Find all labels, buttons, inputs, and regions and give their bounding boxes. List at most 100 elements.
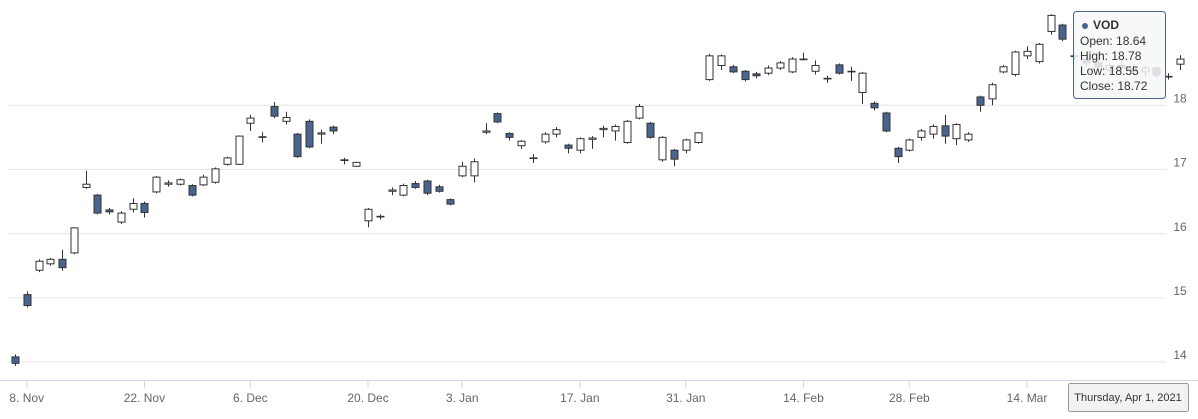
candle-body: [870, 102, 879, 109]
candle-body: [529, 157, 538, 160]
x-tick-label: 6. Dec: [233, 391, 268, 405]
candle-body: [235, 135, 244, 165]
tooltip-dot: [1082, 23, 1088, 29]
candle-body: [811, 64, 820, 72]
candle-body: [847, 70, 856, 73]
candle-body: [376, 215, 385, 218]
candle-body: [317, 132, 326, 135]
candle-body: [741, 70, 750, 81]
candle-body: [70, 227, 79, 254]
tooltip-row: Close: 18.72: [1080, 79, 1148, 93]
candle-body: [776, 62, 785, 69]
candle-body: [635, 106, 644, 119]
candle-body: [246, 117, 255, 124]
x-tick-label: 3. Jan: [446, 391, 479, 405]
candle-body: [941, 125, 950, 137]
candle-body: [588, 137, 597, 140]
candle-body: [1164, 75, 1173, 78]
candle-body: [305, 120, 314, 148]
candle-body: [658, 136, 667, 161]
candle-body: [1035, 43, 1044, 63]
x-tick-label: 14. Feb: [783, 391, 824, 405]
candle-body: [729, 66, 738, 73]
candle-body: [976, 96, 985, 106]
candle-body: [964, 133, 973, 141]
tooltip-row: High: 18.78: [1080, 49, 1142, 63]
candle-body: [164, 182, 173, 185]
tooltip-label: Low:: [1080, 64, 1105, 78]
candle-body: [352, 161, 361, 167]
candle-body: [188, 185, 197, 196]
y-tick-label: 17: [1173, 156, 1187, 170]
candle-body: [199, 176, 208, 186]
candle-body: [93, 194, 102, 214]
y-tick-label: 18: [1173, 91, 1187, 105]
x-tick-label: 22. Nov: [124, 391, 165, 405]
tooltip-row: Open: 18.64: [1080, 34, 1146, 48]
tooltip-series-name: VOD: [1093, 18, 1119, 32]
tooltip-value: 18.64: [1116, 34, 1146, 48]
candle-body: [858, 72, 867, 93]
candle-body: [835, 64, 844, 74]
x-tick-label: 20. Dec: [347, 391, 388, 405]
candle-body: [399, 185, 408, 196]
candle-body: [1023, 50, 1032, 57]
candle-body: [411, 183, 420, 188]
candle-body: [717, 55, 726, 66]
candle-body: [552, 129, 561, 135]
tooltip-value: 18.55: [1109, 64, 1139, 78]
candle-body: [576, 138, 585, 151]
candle-body: [58, 258, 67, 269]
candle-body: [1011, 51, 1020, 75]
candle-body: [493, 113, 502, 123]
candle-body: [670, 149, 679, 160]
tooltip-label: High:: [1080, 49, 1108, 63]
candle-body: [446, 199, 455, 205]
candle-body: [564, 144, 573, 149]
tooltip-label: Open:: [1080, 34, 1113, 48]
candle-body: [705, 55, 714, 81]
candle-body: [1176, 58, 1185, 65]
candle-body: [388, 189, 397, 192]
candle-body: [211, 168, 220, 183]
candle-body: [611, 125, 620, 132]
candle-body: [599, 127, 608, 131]
candle-body: [1047, 14, 1056, 32]
candle-body: [505, 133, 514, 138]
candle-body: [752, 73, 761, 77]
candle-body: [764, 67, 773, 74]
tooltip-value: 18.72: [1117, 79, 1147, 93]
candle-body: [694, 132, 703, 144]
candle-body: [623, 120, 632, 143]
candle-body: [293, 133, 302, 158]
candle-body: [129, 202, 138, 210]
candle-body: [176, 179, 185, 185]
candle-body: [894, 147, 903, 158]
candle-body: [340, 159, 349, 161]
candle-body: [423, 180, 432, 194]
candle-body: [1058, 24, 1067, 40]
x-tick-label: 8. Nov: [9, 391, 44, 405]
candle-body: [152, 176, 161, 193]
candle-body: [882, 112, 891, 132]
tooltip-label: Close:: [1080, 79, 1114, 93]
candle-body: [82, 183, 91, 188]
candle-body: [282, 116, 291, 122]
candle-body: [482, 130, 491, 133]
candle-body: [11, 356, 20, 364]
candle-body: [270, 106, 279, 117]
candle-body: [999, 66, 1008, 73]
candle-body: [952, 124, 961, 140]
candle-body: [541, 133, 550, 143]
candle-body: [105, 209, 114, 213]
tooltip-box: [1073, 11, 1166, 99]
x-tick-label: 17. Jan: [560, 391, 599, 405]
candle-body: [682, 139, 691, 151]
candle-body: [364, 208, 373, 222]
crosshair-label-box: [1068, 383, 1189, 412]
candle-body: [988, 84, 997, 100]
candle-body: [458, 165, 467, 177]
candle-body: [823, 77, 832, 80]
y-tick-label: 16: [1173, 220, 1187, 234]
